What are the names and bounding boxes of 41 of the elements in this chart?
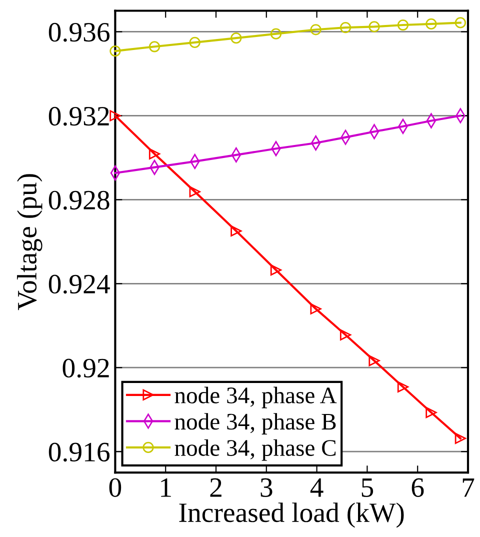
point [148,41,160,52]
y-tick-label: 0.932 [48,106,109,126]
x-axis-title: Increased load (kW) [179,502,404,528]
point [270,264,282,276]
point [340,22,352,34]
point [426,18,437,30]
y-axis-title: Voltage (pu) [17,174,42,310]
x-tick-label: 4 [310,478,324,497]
point [110,110,121,122]
point [368,21,380,32]
x-tick-label: 5 [362,478,374,497]
point [148,148,160,160]
point [426,406,437,418]
y-tick-label: 0.936 [48,22,110,42]
x-tick-label: 1 [161,478,171,497]
point [340,329,352,340]
point [270,28,282,40]
x-tick-label: 2 [210,478,222,497]
y-tick-label: 0.916 [48,442,110,462]
point [397,381,409,392]
y-tick-label: 0.924 [48,274,110,294]
point [454,432,466,444]
point [397,19,409,31]
point [189,36,200,48]
point [454,17,466,28]
point [230,32,242,44]
point [310,24,322,36]
point [189,186,200,198]
point [110,45,121,57]
legend-label: node 34, phase B [174,413,336,434]
x-tick-label: 7 [462,478,474,497]
x-tick-label: 3 [260,478,272,497]
point [230,225,242,236]
y-tick-label: 0.92 [62,358,109,378]
legend-label: node 34, phase A [174,386,337,408]
point [310,303,322,314]
x-tick-label: 0 [109,478,122,497]
legend-label: node 34, phase C [174,439,336,461]
y-tick-label: 0.928 [48,190,110,210]
point [368,355,380,366]
x-tick-label: 6 [412,478,424,497]
